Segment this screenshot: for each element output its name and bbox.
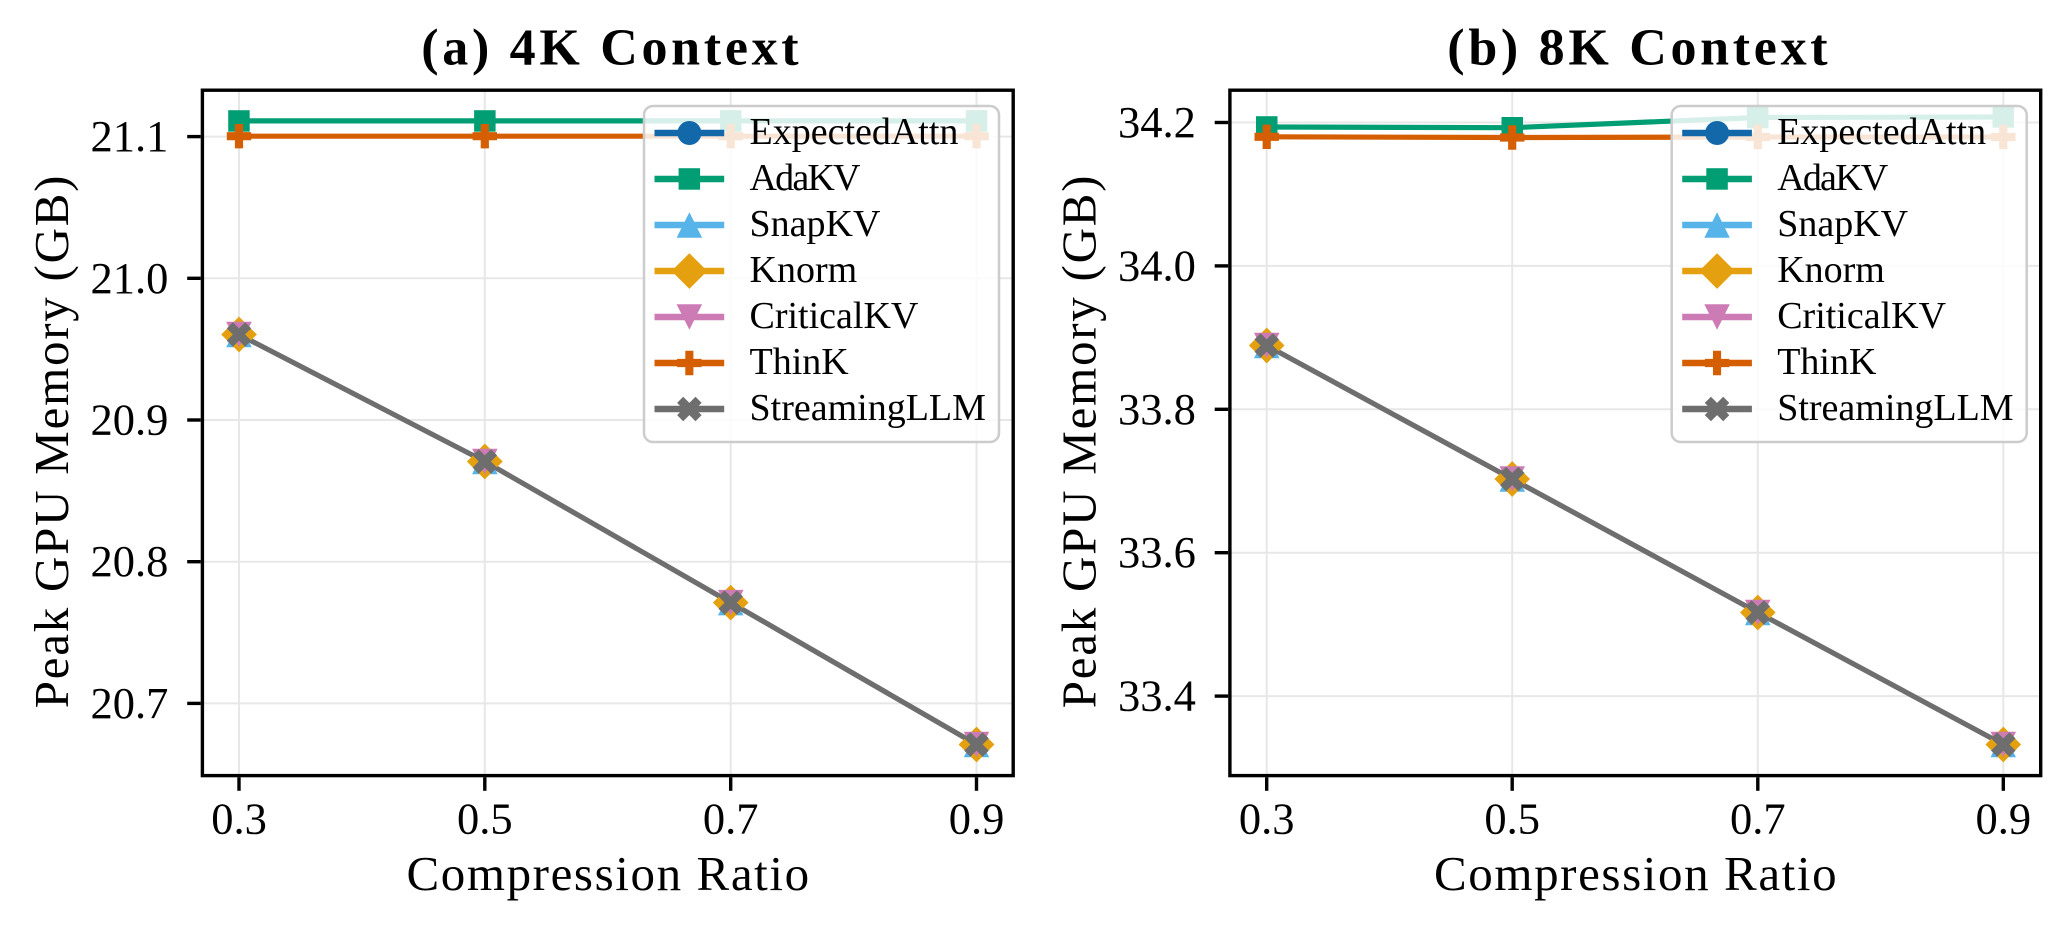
svg-text:20.7: 20.7	[91, 678, 169, 728]
svg-text:Peak GPU Memory (GB): Peak GPU Memory (GB)	[24, 174, 79, 708]
svg-text:0.3: 0.3	[211, 794, 267, 844]
svg-text:21.1: 21.1	[91, 111, 169, 161]
svg-text:AdaKV: AdaKV	[1777, 157, 1889, 199]
svg-text:20.8: 20.8	[91, 536, 169, 586]
svg-text:0.5: 0.5	[1484, 794, 1540, 844]
svg-text:0.9: 0.9	[949, 794, 1005, 844]
svg-text:20.9: 20.9	[91, 395, 169, 445]
svg-text:0.7: 0.7	[1730, 794, 1786, 844]
svg-text:33.4: 33.4	[1118, 671, 1196, 721]
svg-text:ThinK: ThinK	[750, 341, 850, 383]
svg-text:Peak GPU Memory (GB): Peak GPU Memory (GB)	[1052, 174, 1107, 708]
svg-text:Knorm: Knorm	[1777, 249, 1885, 291]
svg-text:Compression Ratio: Compression Ratio	[406, 846, 810, 901]
svg-text:ThinK: ThinK	[1777, 341, 1877, 383]
svg-text:33.6: 33.6	[1118, 527, 1196, 577]
svg-text:33.8: 33.8	[1118, 384, 1196, 434]
svg-text:0.3: 0.3	[1239, 794, 1295, 844]
svg-text:Knorm: Knorm	[750, 249, 858, 291]
svg-text:SnapKV: SnapKV	[1777, 203, 1908, 245]
svg-text:(b) 8K Context: (b) 8K Context	[1447, 20, 1831, 77]
svg-text:AdaKV: AdaKV	[750, 157, 862, 199]
svg-text:34.0: 34.0	[1118, 240, 1196, 290]
svg-text:(a) 4K Context: (a) 4K Context	[421, 20, 802, 77]
svg-text:0.7: 0.7	[703, 794, 759, 844]
svg-text:0.5: 0.5	[457, 794, 513, 844]
svg-text:Compression Ratio: Compression Ratio	[1434, 846, 1838, 901]
svg-text:0.9: 0.9	[1975, 794, 2031, 844]
svg-text:CriticalKV: CriticalKV	[750, 295, 919, 337]
svg-text:34.2: 34.2	[1118, 97, 1196, 147]
svg-text:ExpectedAttn: ExpectedAttn	[1777, 111, 1986, 153]
svg-text:ExpectedAttn: ExpectedAttn	[750, 111, 959, 153]
svg-text:StreamingLLM: StreamingLLM	[750, 387, 986, 429]
svg-text:SnapKV: SnapKV	[750, 203, 881, 245]
svg-text:21.0: 21.0	[91, 253, 169, 303]
svg-text:StreamingLLM: StreamingLLM	[1777, 387, 2013, 429]
svg-text:CriticalKV: CriticalKV	[1777, 295, 1946, 337]
